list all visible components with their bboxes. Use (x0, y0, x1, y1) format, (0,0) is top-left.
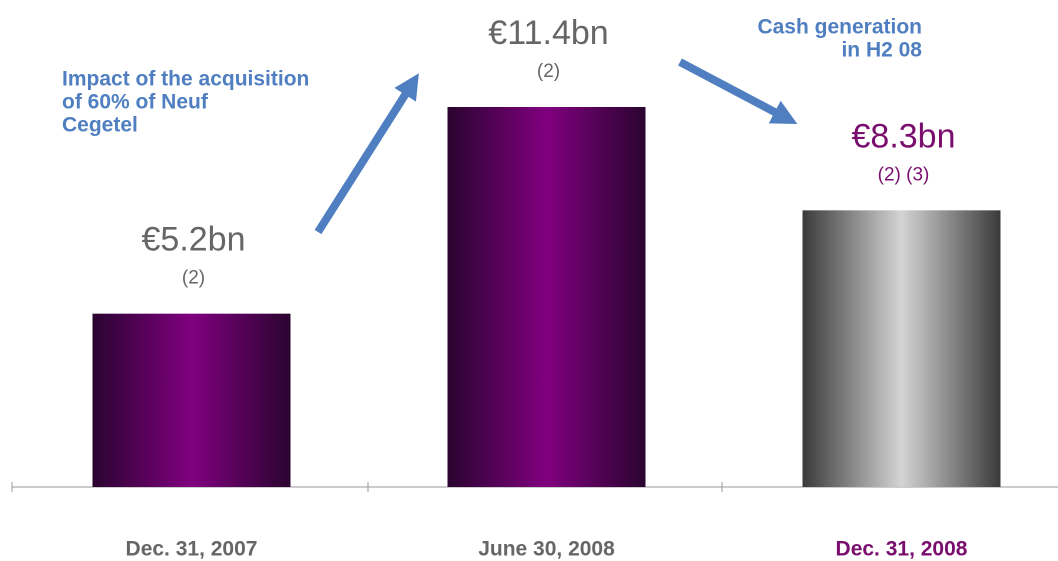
arrow (678, 58, 798, 124)
annotation: Cegetel (62, 114, 138, 137)
annotation: in H2 08 (841, 39, 922, 62)
bar (802, 210, 1001, 488)
annotation: of 60% of Neuf (62, 91, 209, 114)
value-label: €5.2bn (142, 221, 246, 259)
x-tick-label: June 30, 2008 (478, 538, 615, 561)
value-label: €8.3bn (852, 117, 956, 155)
arrow (314, 73, 419, 235)
note: (2) (537, 61, 560, 82)
note: (2) (3) (878, 164, 930, 185)
note: (2) (182, 268, 205, 289)
x-tick-label: Dec. 31, 2007 (126, 538, 258, 561)
value-label: €11.4bn (488, 14, 608, 52)
bar (92, 313, 291, 487)
x-tick-label: Dec. 31, 2008 (836, 538, 968, 561)
annotation: Cash generation (757, 16, 922, 39)
annotation: Impact of the acquisition (62, 68, 309, 91)
bar (447, 107, 646, 487)
